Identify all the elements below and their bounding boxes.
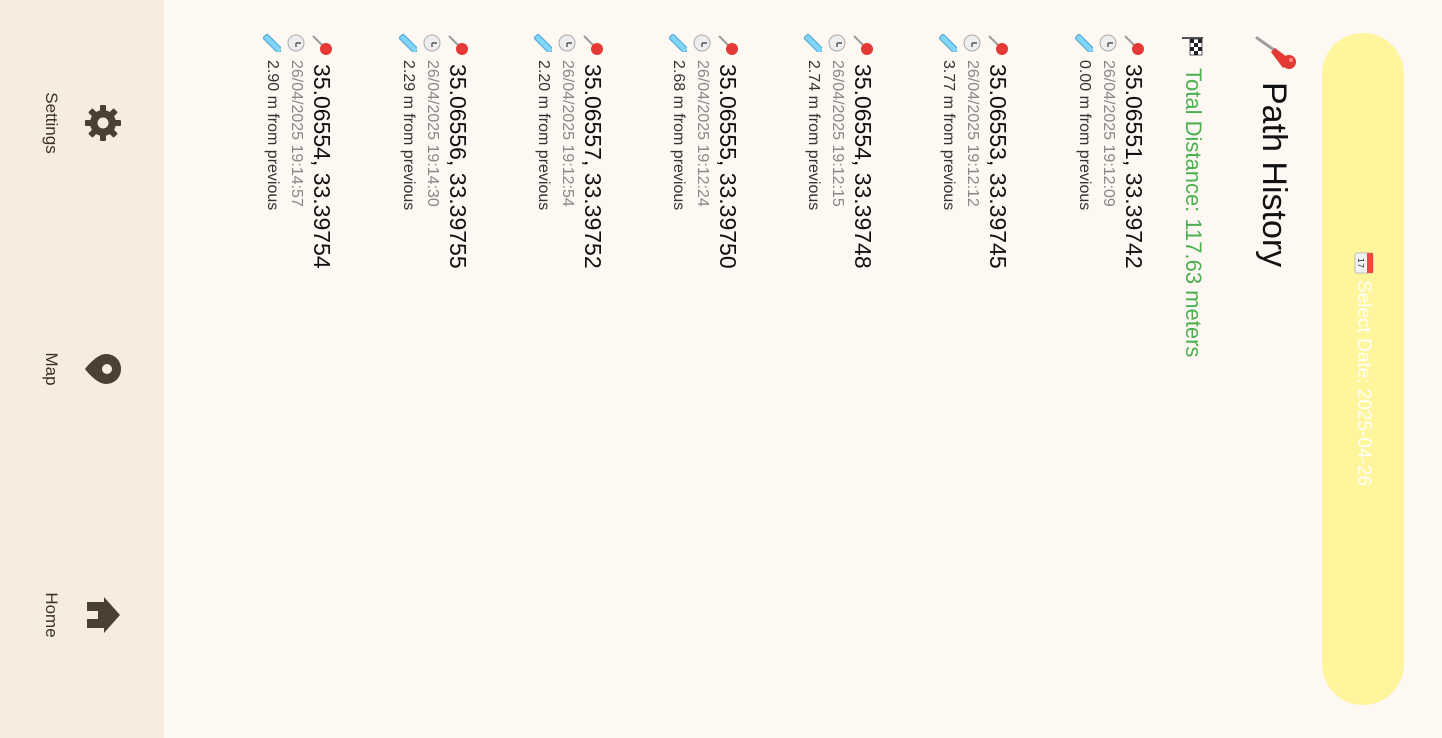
nav-settings-label: Settings xyxy=(42,92,61,154)
page-title: Path History xyxy=(1251,30,1297,267)
clock-icon xyxy=(693,34,711,52)
map-pin-icon xyxy=(85,354,121,384)
ruler-icon xyxy=(263,34,281,52)
ruler-icon xyxy=(1075,34,1093,52)
path-entry: 35.06557, 33.39752 26/04/2025 19:12:54 2… xyxy=(531,34,607,674)
path-entry: 35.06556, 33.39755 26/04/2025 19:14:30 2… xyxy=(396,34,472,674)
total-distance: Total Distance: 117.63 meters xyxy=(1180,34,1206,357)
ruler-icon xyxy=(669,34,687,52)
entry-time: 26/04/2025 19:12:15 xyxy=(829,60,846,207)
clock-icon xyxy=(287,34,305,52)
pin-icon xyxy=(987,34,1009,56)
nav-settings[interactable]: Settings xyxy=(0,0,164,246)
ruler-icon xyxy=(534,34,552,52)
select-date-button[interactable]: 17 Select Date: 2025-04-26 xyxy=(1322,33,1404,705)
clock-icon xyxy=(828,34,846,52)
entry-coords: 35.06554, 33.39748 xyxy=(850,64,877,269)
pin-icon xyxy=(1123,34,1145,56)
entry-distance: 2.68 m from previous xyxy=(670,60,687,211)
clock-icon xyxy=(1099,34,1117,52)
entry-time: 26/04/2025 19:14:30 xyxy=(424,60,441,207)
entry-distance: 2.29 m from previous xyxy=(400,60,417,211)
nav-map[interactable]: Map xyxy=(0,246,164,492)
gear-icon xyxy=(85,105,121,141)
page-title-text: Path History xyxy=(1255,82,1294,268)
clock-icon xyxy=(423,34,441,52)
entry-distance: 2.74 m from previous xyxy=(805,60,822,211)
pin-icon xyxy=(852,34,874,56)
path-entry: 35.06554, 33.39754 26/04/2025 19:14:57 2… xyxy=(260,34,336,674)
entry-time: 26/04/2025 19:12:09 xyxy=(1100,60,1117,207)
clock-icon xyxy=(963,34,981,52)
clock-icon xyxy=(558,34,576,52)
entry-time: 26/04/2025 19:12:24 xyxy=(694,60,711,207)
nav-home[interactable]: Home xyxy=(0,492,164,738)
calendar-day: 17 xyxy=(1357,258,1366,268)
pin-icon xyxy=(311,34,333,56)
ruler-icon xyxy=(399,34,417,52)
total-distance-text: Total Distance: 117.63 meters xyxy=(1181,68,1206,358)
pin-icon xyxy=(582,34,604,56)
path-entry: 35.06553, 33.39745 26/04/2025 19:12:12 3… xyxy=(936,34,1012,674)
nav-home-label: Home xyxy=(42,592,61,638)
entry-time: 26/04/2025 19:14:57 xyxy=(288,60,305,207)
entry-distance: 0.00 m from previous xyxy=(1076,60,1093,211)
path-entry: 35.06554, 33.39748 26/04/2025 19:12:15 2… xyxy=(801,34,877,674)
entry-time: 26/04/2025 19:12:12 xyxy=(964,60,981,207)
path-entry: 35.06555, 33.39750 26/04/2025 19:12:24 2… xyxy=(666,34,742,674)
checkered-flag-icon xyxy=(1182,37,1203,56)
select-date-label: Select Date: 2025-04-26 xyxy=(1353,280,1374,486)
bottom-navigation: Home Map Settings xyxy=(0,0,164,738)
entry-coords: 35.06556, 33.39755 xyxy=(445,64,472,269)
entry-coords: 35.06555, 33.39750 xyxy=(715,64,742,269)
ruler-icon xyxy=(804,34,822,52)
entry-distance: 2.20 m from previous xyxy=(535,60,552,211)
entry-time: 26/04/2025 19:12:54 xyxy=(559,60,576,207)
home-icon xyxy=(87,597,120,633)
entry-coords: 35.06554, 33.39754 xyxy=(309,64,336,269)
ruler-icon xyxy=(939,34,957,52)
entry-distance: 3.77 m from previous xyxy=(940,60,957,211)
calendar-icon: 17 xyxy=(1350,252,1377,274)
pushpin-icon xyxy=(1255,36,1296,69)
pin-icon xyxy=(717,34,739,56)
pin-icon xyxy=(447,34,469,56)
entry-coords: 35.06557, 33.39752 xyxy=(580,64,607,269)
path-entry: 35.06551, 33.39742 26/04/2025 19:12:09 0… xyxy=(1072,34,1148,674)
entry-distance: 2.90 m from previous xyxy=(264,60,281,211)
entry-coords: 35.06551, 33.39742 xyxy=(1121,64,1148,269)
nav-map-label: Map xyxy=(42,352,61,386)
entry-coords: 35.06553, 33.39745 xyxy=(985,64,1012,269)
